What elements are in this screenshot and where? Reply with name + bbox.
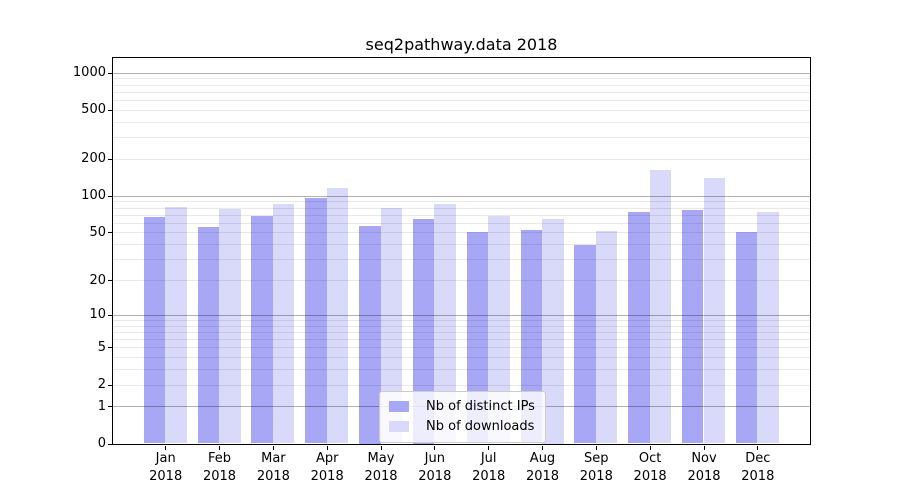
x-tick-label-apr: Apr 2018 xyxy=(310,451,344,484)
y-tick-mark-5 xyxy=(108,347,112,349)
gridline-major-1000 xyxy=(113,72,810,74)
legend-swatch-distinct-ips xyxy=(389,401,409,412)
x-tick-label-aug: Aug 2018 xyxy=(525,451,560,484)
x-tick-label-jan: Jan 2018 xyxy=(149,451,183,484)
y-tick-label-200: 200 xyxy=(81,151,106,167)
gridline-minor-800 xyxy=(113,84,810,86)
y-tick-label-1: 1 xyxy=(97,398,106,414)
legend: Nb of distinct IPs Nb of downloads xyxy=(379,390,546,443)
bar-nb-of-downloads-mar xyxy=(272,204,295,444)
x-tick-label-dec: Dec 2018 xyxy=(741,451,775,484)
bar-nb-of-downloads-feb xyxy=(219,208,241,444)
legend-label-downloads: Nb of downloads xyxy=(426,418,535,434)
x-tick-label-sep: Sep 2018 xyxy=(579,451,613,484)
y-tick-label-50: 50 xyxy=(89,224,106,240)
legend-row-distinct-ips: Nb of distinct IPs xyxy=(389,397,535,417)
gridline-minor-500 xyxy=(113,109,810,111)
bar-nb-of-downloads-jan xyxy=(165,206,187,444)
x-tick-label-oct: Oct 2018 xyxy=(633,451,667,484)
x-tick-label-jun: Jun 2018 xyxy=(418,451,452,484)
gridline-minor-200 xyxy=(113,158,810,160)
bar-nb-of-downloads-oct xyxy=(649,170,672,444)
bar-nb-of-distinct-ips-aug xyxy=(520,230,542,444)
y-tick-mark-20 xyxy=(108,280,112,281)
y-tick-mark-50 xyxy=(108,232,112,234)
chart-title: seq2pathway.data 2018 xyxy=(365,35,558,54)
y-tick-mark-10 xyxy=(108,314,112,316)
x-tick-label-mar: Mar 2018 xyxy=(256,451,290,484)
x-tick-mark-aug xyxy=(542,445,543,450)
bar-nb-of-distinct-ips-dec xyxy=(735,232,758,444)
bar-nb-of-downloads-dec xyxy=(757,211,779,444)
x-tick-label-jul: Jul 2018 xyxy=(472,451,506,484)
x-tick-label-may: May 2018 xyxy=(364,451,398,484)
bar-nb-of-downloads-jun xyxy=(434,203,456,444)
y-tick-label-10: 10 xyxy=(89,307,106,323)
gridline-minor-600 xyxy=(113,99,810,101)
bar-nb-of-distinct-ips-jan xyxy=(143,216,166,444)
x-tick-mark-jul xyxy=(488,445,490,450)
x-tick-label-feb: Feb 2018 xyxy=(202,451,237,484)
x-tick-mark-jan xyxy=(165,445,167,450)
bar-nb-of-distinct-ips-oct xyxy=(628,211,650,444)
bar-nb-of-distinct-ips-nov xyxy=(681,210,704,444)
bar-nb-of-distinct-ips-mar xyxy=(251,216,273,444)
y-tick-label-500: 500 xyxy=(81,102,106,118)
gridline-minor-400 xyxy=(113,121,810,123)
y-tick-label-5: 5 xyxy=(97,339,106,355)
gridline-minor-900 xyxy=(113,78,810,80)
legend-swatch-downloads xyxy=(389,421,409,432)
bar-nb-of-distinct-ips-jun xyxy=(412,218,435,444)
x-tick-mark-dec xyxy=(757,445,759,450)
plot-area: Nb of distinct IPs Nb of downloads xyxy=(112,57,811,445)
y-tick-mark-1000 xyxy=(108,72,112,74)
x-tick-mark-sep xyxy=(595,445,597,450)
bar-nb-of-distinct-ips-feb xyxy=(197,227,219,444)
gridline-minor-300 xyxy=(113,137,810,138)
bar-nb-of-distinct-ips-may xyxy=(359,225,381,444)
y-tick-label-2: 2 xyxy=(97,377,106,392)
x-tick-label-nov: Nov 2018 xyxy=(687,451,721,484)
legend-row-downloads: Nb of downloads xyxy=(389,417,535,437)
x-tick-mark-jun xyxy=(434,445,436,450)
y-tick-mark-2 xyxy=(108,384,112,386)
x-tick-mark-may xyxy=(380,445,382,450)
bar-nb-of-downloads-sep xyxy=(595,231,618,444)
bar-nb-of-downloads-jul xyxy=(488,216,510,444)
x-tick-mark-feb xyxy=(219,445,220,450)
bar-nb-of-downloads-may xyxy=(380,208,402,444)
x-tick-mark-mar xyxy=(272,445,274,450)
gridline-minor-700 xyxy=(113,91,810,93)
bar-nb-of-downloads-nov xyxy=(703,177,725,444)
x-tick-mark-apr xyxy=(326,445,328,450)
y-tick-mark-200 xyxy=(108,158,112,160)
bar-nb-of-downloads-apr xyxy=(326,187,349,444)
y-tick-mark-100 xyxy=(108,195,112,197)
y-tick-label-20: 20 xyxy=(89,272,106,288)
x-tick-mark-nov xyxy=(703,445,705,450)
y-tick-label-1000: 1000 xyxy=(72,65,106,80)
y-tick-label-0: 0 xyxy=(97,436,106,451)
y-tick-mark-1 xyxy=(108,406,112,408)
bar-nb-of-distinct-ips-sep xyxy=(574,245,596,444)
bar-nb-of-distinct-ips-apr xyxy=(305,198,327,444)
legend-label-distinct-ips: Nb of distinct IPs xyxy=(426,398,535,414)
y-tick-mark-500 xyxy=(108,109,112,111)
y-tick-mark-0 xyxy=(108,443,112,445)
y-tick-label-100: 100 xyxy=(81,188,106,204)
x-tick-mark-oct xyxy=(649,445,651,450)
bar-nb-of-downloads-aug xyxy=(542,218,564,444)
